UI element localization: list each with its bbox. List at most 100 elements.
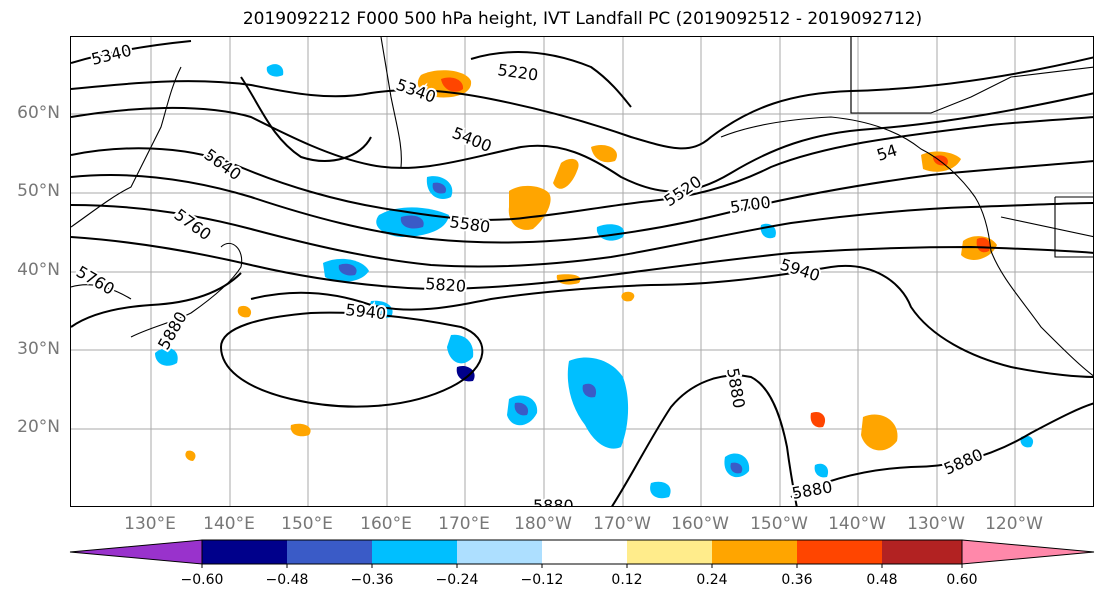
colorbar-extend-low — [69, 539, 203, 565]
colorbar-swatch — [457, 540, 542, 564]
lat-label-20n: 20°N — [17, 417, 60, 437]
ivt-negative-4-core — [456, 365, 475, 382]
ivt-positive-ca-core — [976, 237, 991, 253]
ivt-negative-6-core — [514, 402, 529, 416]
ivt-negative-12 — [266, 64, 284, 77]
colorbar-tick: −0.12 — [520, 572, 564, 588]
lon-label-120w: 120°W — [985, 514, 1043, 534]
colorbar-tick: −0.24 — [435, 572, 479, 588]
contour-japan-loop — [71, 272, 242, 328]
colorbar-extend-high — [961, 539, 1095, 565]
contour-upper-1 — [71, 56, 1093, 150]
colorbar-swatch — [372, 540, 457, 564]
ivt-positive-alaska-core — [441, 77, 464, 92]
colorbar-swatch — [202, 540, 287, 564]
ivt-negative-7 — [596, 224, 625, 241]
contour-label: 5580 — [448, 212, 491, 236]
contour-5880-south — [611, 374, 798, 506]
colorbar-tick: 0.60 — [946, 572, 978, 588]
contour-label: 54 — [874, 140, 899, 164]
ivt-negative-2-core — [338, 263, 357, 276]
lon-label-150e: 150°E — [281, 514, 333, 534]
contour-label: 5520 — [661, 172, 705, 211]
contour-label: 5700 — [729, 192, 772, 216]
colorbar-swatch — [712, 540, 797, 564]
contour-5880-se — [790, 402, 1093, 498]
contour-5220 — [470, 51, 632, 108]
colorbar-swatch — [797, 540, 882, 564]
ivt-shading — [155, 64, 1034, 499]
ivt-positive-midpac — [621, 291, 635, 302]
lon-label-140e: 140°E — [203, 514, 255, 534]
lat-label-60n: 60°N — [17, 103, 60, 123]
ivt-positive-gulf-2 — [553, 158, 579, 189]
ivt-negative-8-core — [730, 462, 743, 474]
contour-5820 — [71, 236, 1093, 291]
contour-high-center — [219, 311, 484, 408]
ivt-positive-e — [810, 411, 826, 428]
lon-label-140w: 140°W — [828, 514, 886, 534]
contour-alaska-loop — [240, 76, 372, 162]
lon-label-160e: 160°E — [360, 514, 412, 534]
contour-label: 5880 — [723, 366, 749, 409]
coastlines — [71, 37, 1093, 377]
lon-label-160w: 160°W — [671, 514, 729, 534]
contour-mid-3 — [71, 202, 1093, 268]
lon-label-180w: 180°W — [514, 514, 572, 534]
ivt-negative-4 — [447, 334, 474, 364]
colorbar-tick: −0.48 — [265, 572, 309, 588]
lon-label-130w: 130°W — [907, 514, 965, 534]
lon-label-170e: 170°E — [438, 514, 490, 534]
contour-label: 5340 — [89, 41, 133, 69]
contour-label: 5220 — [496, 60, 539, 84]
contour-label: 5640 — [201, 145, 245, 184]
ivt-negative-5 — [567, 357, 629, 449]
chart-title: 2019092212 F000 500 hPa height, IVT Land… — [242, 9, 923, 29]
contour-label: 5760 — [171, 205, 215, 244]
map-panel: 5340 5220 5340 5400 5640 5760 5580 5520 … — [70, 36, 1094, 507]
lat-label-40n: 40°N — [17, 260, 60, 280]
colorbar-swatch — [287, 540, 372, 564]
lon-label-150w: 150°W — [750, 514, 808, 534]
ivt-negative-5-core — [582, 383, 597, 398]
ivt-positive-sw — [290, 423, 311, 437]
contour-5940 — [250, 264, 1093, 378]
map-svg: 5340 5220 5340 5400 5640 5760 5580 5520 … — [71, 37, 1093, 507]
ivt-negative-9 — [650, 481, 671, 499]
contour-label: 5400 — [450, 123, 495, 156]
ivt-positive-japan — [237, 305, 252, 318]
colorbar-swatch — [882, 540, 962, 564]
colorbar-tick: 0.12 — [611, 572, 643, 588]
lat-label-50n: 50°N — [17, 181, 60, 201]
colorbar-tick: −0.36 — [350, 572, 394, 588]
colorbar-tick: −0.60 — [180, 572, 224, 588]
gridlines — [71, 37, 1093, 506]
lon-label-170w: 170°W — [593, 514, 651, 534]
ivt-negative-13 — [814, 463, 829, 478]
ivt-negative-14 — [1020, 435, 1034, 448]
height-contours — [71, 40, 1093, 506]
contour-mid-2 — [71, 160, 1093, 244]
lat-label-30n: 30°N — [17, 339, 60, 359]
contour-upper-2 — [71, 92, 1093, 193]
lon-label-130e: 130°E — [124, 514, 176, 534]
contour-5340-north — [71, 40, 192, 64]
colorbar-swatch — [627, 540, 712, 564]
colorbar-swatch — [542, 540, 627, 564]
contour-label: 5880 — [941, 445, 986, 479]
ivt-positive-gulf-3 — [591, 144, 617, 163]
contour-mid-1 — [71, 116, 1093, 221]
colorbar — [69, 539, 1095, 568]
contour-label: 5880 — [533, 496, 574, 507]
ivt-positive-sw2 — [185, 450, 196, 461]
contour-label: 5940 — [778, 255, 823, 286]
contour-label: 5820 — [425, 274, 467, 296]
ivt-negative-15 — [155, 348, 178, 366]
contour-label: 5880 — [154, 308, 191, 353]
ivt-negative-3-core — [432, 182, 447, 194]
colorbar-tick: 0.48 — [866, 572, 898, 588]
contour-label: 5940 — [345, 300, 387, 323]
ivt-positive-hawaii-ne — [861, 414, 898, 451]
colorbar-tick: 0.24 — [696, 572, 728, 588]
contour-label: 5760 — [73, 262, 118, 299]
